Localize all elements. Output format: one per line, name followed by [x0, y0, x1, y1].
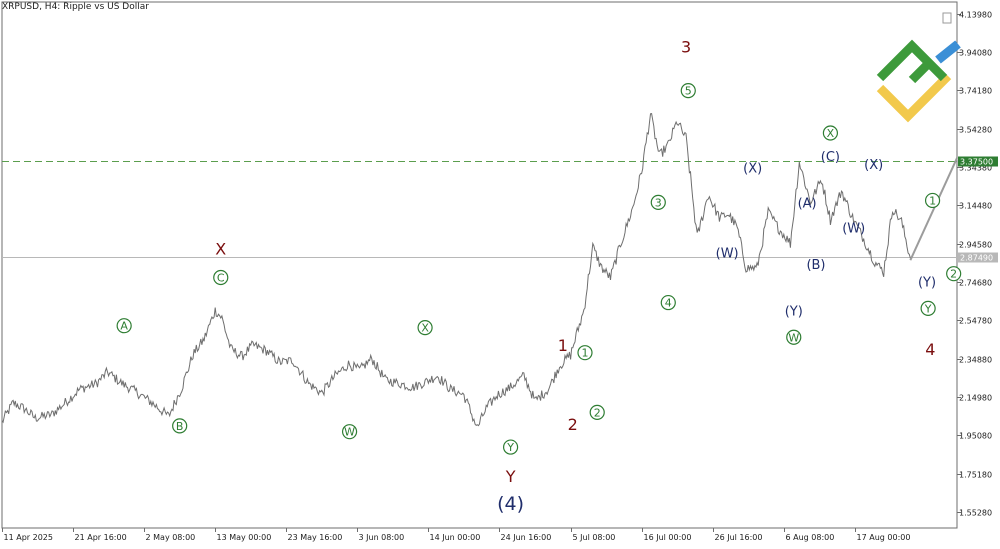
price-series-line	[1, 113, 911, 427]
wave-label: 1	[558, 336, 568, 355]
y-tick-label: 4.13980	[959, 11, 992, 20]
y-tick-label: 3.14480	[959, 202, 992, 211]
x-tick-label: 16 Jul 00:00	[644, 533, 692, 542]
wave-label: (Y)	[785, 304, 803, 319]
y-tick-label: 1.95080	[959, 432, 992, 441]
wave-label: 2	[594, 406, 601, 419]
wave-label: 1	[581, 347, 588, 360]
wave-label: W	[788, 331, 799, 344]
chart-menu-icon	[942, 12, 952, 24]
x-tick-label: 3 Jun 08:00	[359, 533, 405, 542]
wave-label-circle	[213, 269, 229, 286]
wave-label: (A)	[798, 196, 817, 211]
x-tick-label: 2 May 08:00	[146, 533, 196, 542]
wave-label: (X)	[743, 162, 762, 177]
price-level-tag	[958, 252, 998, 263]
wave-label: (4)	[497, 493, 524, 515]
y-tick-label: 2.54780	[959, 317, 992, 326]
y-tick-label: 2.34880	[959, 356, 992, 365]
wave-label-circle	[589, 404, 605, 420]
wave-label-circle	[341, 424, 358, 440]
wave-label: Y	[506, 441, 514, 454]
y-tick-label: 3.34380	[959, 164, 992, 173]
x-tick-label: 21 Apr 16:00	[75, 533, 127, 542]
wave-label-circle	[116, 318, 132, 334]
wave-label: W	[344, 426, 355, 439]
wave-label-circle	[920, 300, 936, 316]
wave-label-circle	[946, 266, 962, 282]
wave-label: (W)	[716, 246, 739, 261]
x-tick-label: 14 Jun 00:00	[430, 533, 481, 542]
wave-label-circle	[417, 320, 433, 336]
wave-label: 5	[685, 85, 692, 98]
wave-label-circle	[577, 345, 593, 361]
wave-label: Y	[924, 302, 932, 315]
wave-label: C	[217, 272, 225, 285]
wave-label-circle	[786, 329, 802, 345]
projection-line	[909, 157, 958, 261]
price-level-tag	[958, 156, 998, 167]
wave-label: 4	[925, 340, 935, 359]
wave-label-circle	[822, 125, 839, 141]
wave-label-circle	[650, 194, 666, 210]
logo-green-chevron	[876, 39, 948, 82]
x-tick-label: 17 Aug 00:00	[857, 533, 911, 542]
y-tick-label: 2.14980	[959, 394, 992, 403]
wave-label: 2	[950, 268, 957, 281]
x-tick-label: 23 May 16:00	[288, 533, 343, 542]
logo-green-bar	[908, 58, 934, 84]
logo-yellow-chevron	[876, 72, 952, 123]
symbol-label: XRPUSD, H4: Ripple vs US Dollar	[2, 2, 149, 12]
x-tick-label: 13 May 00:00	[217, 533, 272, 542]
wave-label: X	[421, 322, 429, 335]
x-tick-label: 26 Jul 16:00	[715, 533, 763, 542]
wave-label-circle	[172, 418, 188, 434]
y-tick-label: 1.55280	[959, 509, 992, 518]
wave-label: 4	[665, 297, 672, 310]
wave-label: X	[827, 127, 835, 140]
wave-label: 1	[929, 194, 936, 207]
wave-label-circle	[924, 192, 941, 209]
wave-label: 3	[681, 37, 691, 56]
price-level-tag-label: 3.37500	[960, 158, 993, 167]
brand-logo-icon	[876, 39, 961, 123]
wave-label-circle	[680, 83, 696, 99]
wave-label: (C)	[821, 150, 840, 165]
y-tick-label: 3.94080	[959, 49, 992, 58]
price-level-tag-label: 2.87490	[960, 254, 993, 263]
wave-label: A	[120, 320, 128, 333]
wave-label: (W)	[842, 221, 865, 236]
wave-label: (X)	[864, 158, 883, 173]
plot-frame	[1, 1, 958, 529]
x-tick-label: 5 Jul 08:00	[573, 533, 616, 542]
y-tick-label: 3.74180	[959, 87, 992, 96]
x-tick-label: 6 Aug 08:00	[786, 533, 835, 542]
logo-blue-bar	[935, 40, 961, 64]
wave-label: 3	[655, 196, 662, 209]
y-tick-label: 2.94580	[959, 241, 992, 250]
x-tick-label: 11 Apr 2025	[4, 533, 53, 542]
y-tick-label: 3.54280	[959, 126, 992, 135]
wave-label: (B)	[806, 258, 825, 273]
wave-label-circle	[660, 294, 676, 311]
wave-label: (Y)	[918, 275, 936, 290]
wave-label: 2	[568, 415, 578, 434]
wave-label: X	[215, 240, 226, 259]
y-tick-label: 1.75180	[959, 471, 992, 480]
wave-label: B	[176, 420, 184, 433]
y-tick-label: 2.74680	[959, 279, 992, 288]
x-tick-label: 24 Jun 16:00	[501, 533, 552, 542]
wave-label: Y	[505, 467, 516, 486]
wave-label-circle	[502, 439, 519, 455]
